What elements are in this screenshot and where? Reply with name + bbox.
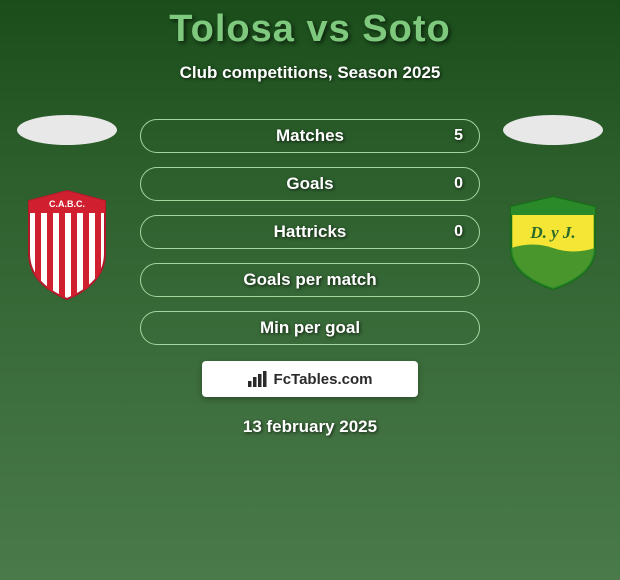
svg-text:C.A.B.C.: C.A.B.C.	[49, 199, 85, 209]
stat-label: Goals per match	[243, 270, 376, 290]
team-right-badge: D. y J.	[503, 183, 603, 303]
player-placeholder-right	[503, 115, 603, 145]
barracas-shield-icon: C.A.B.C.	[17, 183, 117, 303]
bar-chart-icon	[248, 371, 268, 387]
defensa-shield-icon: D. y J.	[503, 193, 603, 293]
date-text: 13 february 2025	[0, 417, 620, 437]
brand-box[interactable]: FcTables.com	[202, 361, 418, 397]
stat-row-hattricks: Hattricks 0	[140, 215, 480, 249]
stat-label: Matches	[276, 126, 344, 146]
team-right-column: D. y J.	[498, 115, 608, 303]
main-row: C.A.B.C. Matches 5 Goals 0	[0, 115, 620, 345]
stat-row-goals: Goals 0	[140, 167, 480, 201]
brand-text: FcTables.com	[274, 371, 373, 388]
stat-value: 5	[454, 127, 463, 145]
stats-column: Matches 5 Goals 0 Hattricks 0 Goals per …	[140, 115, 480, 345]
comparison-card: Tolosa vs Soto Club competitions, Season…	[0, 0, 620, 437]
stat-label: Hattricks	[274, 222, 347, 242]
subtitle: Club competitions, Season 2025	[0, 63, 620, 83]
stat-row-matches: Matches 5	[140, 119, 480, 153]
team-left-badge: C.A.B.C.	[17, 183, 117, 303]
stat-label: Goals	[286, 174, 333, 194]
team-left-column: C.A.B.C.	[12, 115, 122, 303]
stat-value: 0	[454, 223, 463, 241]
stat-row-goals-per-match: Goals per match	[140, 263, 480, 297]
stat-value: 0	[454, 175, 463, 193]
stat-label: Min per goal	[260, 318, 360, 338]
page-title: Tolosa vs Soto	[0, 8, 620, 51]
stat-row-min-per-goal: Min per goal	[140, 311, 480, 345]
svg-text:D. y J.: D. y J.	[529, 223, 575, 242]
player-placeholder-left	[17, 115, 117, 145]
